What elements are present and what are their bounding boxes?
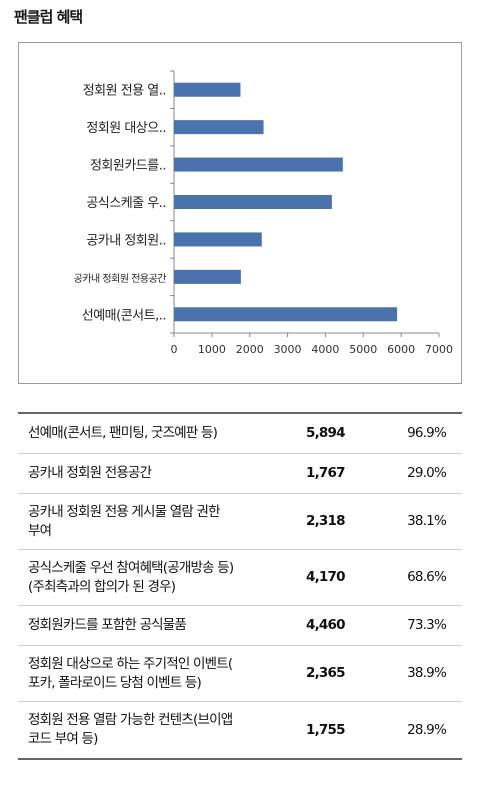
benefit-count: 2,365 <box>306 665 346 681</box>
benefit-count: 1,767 <box>306 465 346 481</box>
benefit-count: 2,318 <box>306 513 346 529</box>
y-tick-label: 정회원 대상으.. <box>86 121 166 136</box>
y-tick-label: 정회원카드를.. <box>90 159 166 174</box>
benefit-label: 공카내 정회원 전용 게시물 열람 권한 부여 <box>28 503 221 539</box>
benefit-percent: 38.9% <box>407 665 447 681</box>
x-tick-label: 1000 <box>198 343 226 356</box>
benefit-label: 공카내 정회원 전용공간 <box>28 465 152 481</box>
benefit-count: 4,170 <box>306 569 346 585</box>
bar <box>174 157 343 172</box>
benefit-percent: 28.9% <box>407 721 447 738</box>
y-tick-label: 선예매(콘서트,.. <box>82 308 166 323</box>
table-row: 정회원카드를 포함한 공식물품 4,460 73.3% <box>18 606 462 646</box>
benefit-percent: 96.9% <box>407 425 447 441</box>
x-tick-label: 3000 <box>274 343 302 356</box>
x-tick-label: 5000 <box>349 343 377 356</box>
benefit-percent: 29.0% <box>407 465 447 481</box>
benefit-count: 4,460 <box>306 617 346 633</box>
bar <box>174 195 332 209</box>
benefit-percent: 38.1% <box>407 513 447 529</box>
benefit-percent: 73.3% <box>407 617 447 633</box>
x-tick-label: 4000 <box>311 343 339 356</box>
benefit-count: 1,755 <box>306 721 346 738</box>
y-tick-label: 공카내 정회원 전용공간 <box>74 273 167 285</box>
table-row: 공카내 정회원 전용 게시물 열람 권한 부여 2,318 38.1% <box>18 494 462 550</box>
bar <box>174 82 241 97</box>
benefit-label: 정회원카드를 포함한 공식물품 <box>28 617 187 633</box>
y-tick-label: 정회원 전용 열.. <box>83 84 166 99</box>
table-row: 공카내 정회원 전용공간 1,767 29.0% <box>18 454 462 494</box>
benefit-label: 선예매(콘서트, 팬미팅, 굿즈예판 등) <box>28 425 218 441</box>
bar <box>174 307 398 322</box>
benefit-label: 공식스케줄 우선 참여혜택(공개방송 등) (주최측과의 합의가 된 경우) <box>28 559 234 595</box>
page-title: 팬클럽 혜택 <box>14 8 83 26</box>
x-tick-label: 6000 <box>387 343 415 356</box>
y-tick-label: 공카내 정회원.. <box>86 233 166 248</box>
bar <box>174 232 262 247</box>
benefit-table: 선예매(콘서트, 팬미팅, 굿즈예판 등) 5,894 96.9% 공카내 정회원 전… <box>18 412 462 760</box>
bar-chart-svg: 정회원 전용 열.. 정회원 대상으.. 정회원카드를.. 공식스케줄 우.. 공카내 … <box>74 70 453 356</box>
benefit-label: 정회원 대상으로 하는 주기적인 이벤트(포카, 폴라로이드 당첨 이벤트 등) <box>28 655 233 691</box>
table-row: 선예매(콘서트, 팬미팅, 굿즈예판 등) 5,894 96.9% <box>18 414 462 454</box>
benefit-count: 5,894 <box>306 425 346 441</box>
bar <box>174 269 241 284</box>
table-row: 정회원 대상으로 하는 주기적인 이벤트(포카, 폴라로이드 당첨 이벤트 등)… <box>18 646 462 702</box>
table-row: 정회원 전용 열람 가능한 컨텐츠(브이앱 코드 부여 등) 1,755 28.9% <box>18 702 462 758</box>
x-tick-label: 0 <box>171 343 178 356</box>
benefit-label: 정회원 전용 열람 가능한 컨텐츠(브이앱 코드 부여 등) <box>28 712 233 747</box>
bar <box>174 120 264 135</box>
benefit-percent: 68.6% <box>407 569 447 585</box>
bar-chart: 정회원 전용 열.. 정회원 대상으.. 정회원카드를.. 공식스케줄 우.. 공카내 … <box>18 42 462 384</box>
y-tick-label: 공식스케줄 우.. <box>86 196 166 211</box>
table-row: 공식스케줄 우선 참여혜택(공개방송 등) (주최측과의 합의가 된 경우) 4,1… <box>18 550 462 606</box>
x-tick-label: 2000 <box>236 343 264 356</box>
x-tick-label: 7000 <box>425 343 453 356</box>
